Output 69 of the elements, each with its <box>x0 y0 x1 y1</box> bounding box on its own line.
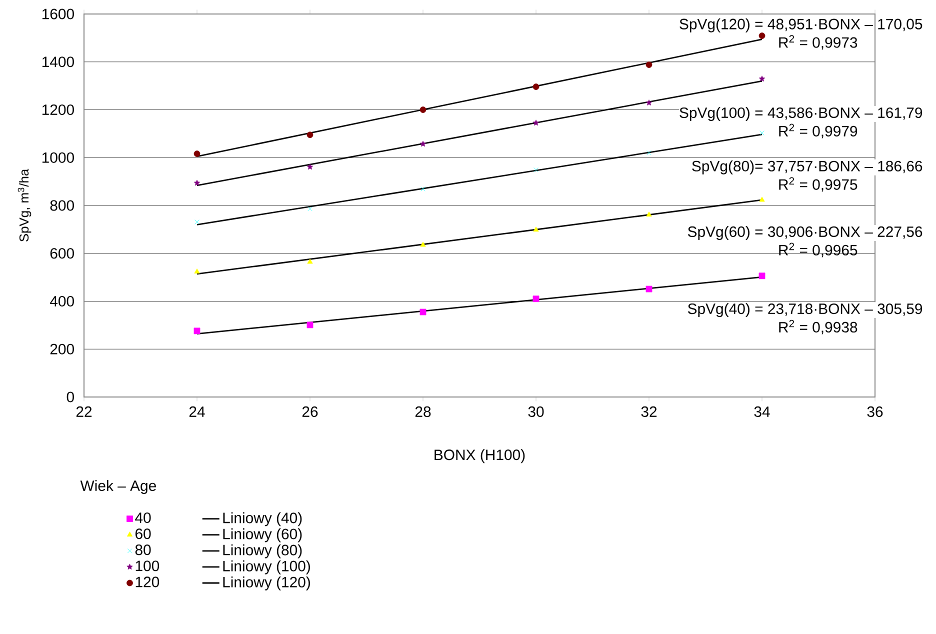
point <box>307 258 313 264</box>
x-tick-label: 34 <box>754 406 770 417</box>
y-tick-label: 800 <box>50 200 74 211</box>
x-axis-title: BONX (H100) <box>434 449 525 464</box>
x-tick-label: 30 <box>528 406 544 417</box>
y-tick-label: 1200 <box>42 104 74 116</box>
point <box>532 120 540 126</box>
x-tick-label: 36 <box>867 406 883 417</box>
annotation: SpVg(40) = 23,718·BONX – 305,59 <box>688 303 922 318</box>
annotation: R$^{2}$ = 0,9975 <box>779 177 858 192</box>
x-tick-label: 28 <box>415 406 431 417</box>
point <box>420 308 426 316</box>
y-tick-label: 1000 <box>42 152 74 163</box>
annotation: SpVg(60) = 30,906·BONX – 227,56 <box>688 226 922 240</box>
point <box>308 206 312 212</box>
point <box>532 296 540 302</box>
legend-title: Wiek – Age <box>80 480 156 494</box>
point <box>306 322 314 328</box>
point <box>646 212 652 217</box>
point <box>194 220 200 224</box>
point <box>306 164 314 170</box>
y-tick-label: 1600 <box>42 8 74 20</box>
point <box>534 168 538 172</box>
point <box>533 226 539 232</box>
y-tick-label: 600 <box>50 248 74 259</box>
point <box>646 150 652 156</box>
point <box>646 100 652 106</box>
x-tick-label: 24 <box>189 406 205 417</box>
legend-label: Liniowy (120) <box>223 576 310 590</box>
point <box>194 268 200 274</box>
legend-label: Liniowy (60) <box>223 528 302 542</box>
point <box>194 180 200 186</box>
y-axis-title: SpVg, m$^{3}$/ha <box>18 168 32 242</box>
point <box>758 32 766 39</box>
legend-label: Liniowy (40) <box>223 512 302 526</box>
y-tick-label: 1400 <box>42 56 74 68</box>
legend-label: 60 <box>136 528 151 540</box>
point <box>194 328 200 334</box>
point <box>194 150 200 157</box>
y-tick-label: 200 <box>50 344 74 354</box>
legend-label: 40 <box>135 512 151 524</box>
point <box>532 84 540 90</box>
point <box>420 186 426 192</box>
point <box>420 242 426 247</box>
point <box>420 106 426 113</box>
x-tick-label: 32 <box>641 406 657 417</box>
point <box>646 286 652 292</box>
legend-label: Liniowy (80) <box>223 544 302 558</box>
point <box>758 76 766 82</box>
annotation: SpVg(100) = 43,586·BONX – 161,79 <box>680 107 922 121</box>
annotation: R$^{2}$ = 0,9973 <box>779 35 858 50</box>
x-tick-label: 26 <box>302 406 318 417</box>
legend-label: 100 <box>136 560 160 572</box>
annotation: SpVg(80)= 37,757·BONX – 186,66 <box>692 160 922 174</box>
annotation: SpVg(120) = 48,951·BONX – 170,05 <box>680 18 922 32</box>
legend-label: 80 <box>135 544 151 556</box>
point <box>306 132 314 138</box>
annotation: R$^{2}$ = 0,9938 <box>779 320 858 334</box>
point <box>646 62 652 68</box>
y-tick-label: 400 <box>50 296 74 307</box>
point <box>420 140 426 147</box>
point <box>758 272 766 280</box>
annotation: R$^{2}$ = 0,9979 <box>779 124 858 138</box>
point <box>759 196 765 202</box>
y-tick-label: 0 <box>66 392 74 402</box>
point <box>760 130 764 136</box>
legend-label: 120 <box>136 576 160 588</box>
x-tick-label: 22 <box>76 406 92 417</box>
legend-label: Liniowy (100) <box>223 560 310 574</box>
